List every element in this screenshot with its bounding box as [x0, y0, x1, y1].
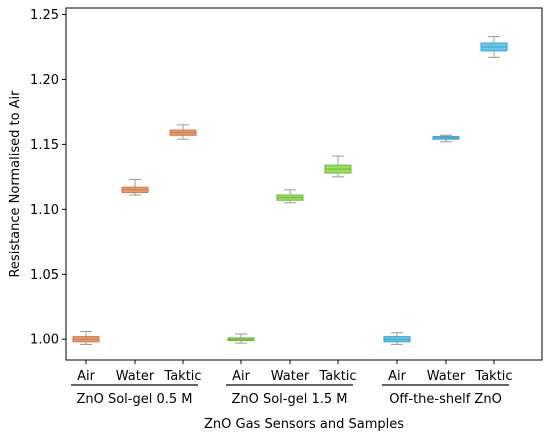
boxes-layer [72, 36, 508, 345]
y-axis-label: Resistance Normalised to Air [8, 90, 23, 278]
y-axis: 1.00 1.05 1.10 1.15 1.20 1.25 [30, 8, 66, 348]
box-zno-sol-gel-1-5-m-air [227, 333, 255, 344]
box-off-the-shelf-zno-taktic [480, 36, 508, 58]
x-tick-label: Air [232, 369, 251, 384]
y-tick-label: 1.10 [30, 203, 59, 218]
x-axis-label: ZnO Gas Sensors and Samples [204, 417, 404, 432]
box-zno-sol-gel-0-5-m-water [121, 178, 149, 196]
x-tick-label: Water [116, 369, 155, 384]
plot-frame [65, 7, 543, 361]
box-zno-sol-gel-0-5-m-taktic [169, 124, 197, 140]
box-off-the-shelf-zno-air [383, 332, 411, 345]
box-zno-sol-gel-0-5-m-air [72, 330, 100, 345]
box-off-the-shelf-zno-water [432, 134, 460, 143]
x-tick-label: Taktic [163, 369, 201, 384]
group-label: Off-the-shelf ZnO [389, 392, 502, 407]
x-tick-label: Water [271, 369, 310, 384]
x-tick-label: Water [427, 369, 466, 384]
y-tick-label: 1.15 [30, 138, 59, 153]
x-tick-label: Taktic [474, 369, 512, 384]
x-axis: Air Water Taktic Air Water Taktic Air Water Takt… [77, 360, 513, 384]
x-tick-label: Taktic [318, 369, 356, 384]
box-zno-sol-gel-1-5-m-water [276, 189, 304, 204]
y-tick-label: 1.25 [30, 8, 59, 23]
y-tick-label: 1.05 [30, 268, 59, 283]
group-labels: ZnO Sol-gel 0.5 M ZnO Sol-gel 1.5 M Off-th… [71, 384, 509, 407]
y-tick-label: 1.00 [30, 333, 59, 348]
group-label: ZnO Sol-gel 0.5 M [76, 392, 192, 407]
x-tick-label: Air [388, 369, 407, 384]
x-tick-label: Air [77, 369, 96, 384]
y-tick-label: 1.20 [30, 73, 59, 88]
box-zno-sol-gel-1-5-m-taktic [324, 155, 352, 178]
group-label: ZnO Sol-gel 1.5 M [231, 392, 347, 407]
